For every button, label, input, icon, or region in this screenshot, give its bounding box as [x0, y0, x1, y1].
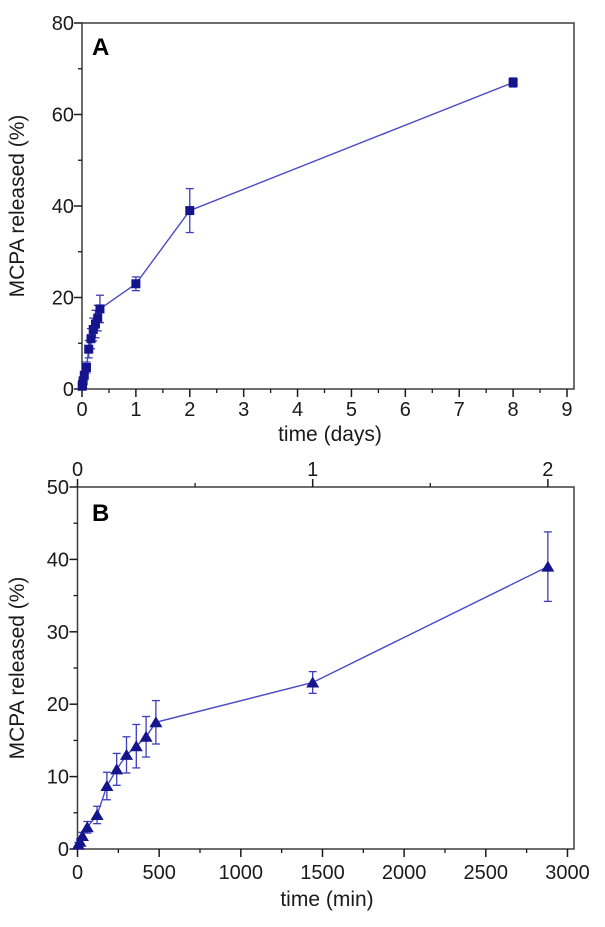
data-point-marker: [93, 313, 103, 323]
panel-b-label: B: [92, 500, 110, 527]
top-axis-tick-label: 0: [72, 459, 83, 481]
y-tick-label: 10: [47, 767, 69, 789]
data-point-marker: [139, 730, 153, 742]
x-tick-label: 9: [561, 399, 572, 421]
series-line: [81, 81, 514, 387]
top-axis-tick-label: 2: [542, 459, 553, 481]
data-point-marker: [79, 370, 89, 380]
x-tick-label: 8: [508, 399, 519, 421]
series-line: [77, 566, 549, 845]
x-tick-label: 2000: [382, 862, 427, 884]
panel-a-x-axis-label: time (days): [278, 423, 382, 446]
plot-frame: [81, 22, 575, 390]
x-tick-label: 2: [184, 399, 195, 421]
data-point-marker: [80, 821, 94, 833]
x-tick-label: 3: [238, 399, 249, 421]
y-tick-label: 50: [47, 477, 69, 499]
data-point-marker: [88, 325, 98, 335]
y-tick-label: 20: [52, 288, 74, 310]
data-point-marker: [306, 676, 320, 688]
y-tick-label: 30: [47, 622, 69, 644]
data-point-marker: [90, 319, 100, 329]
y-tick-label: 80: [52, 13, 74, 35]
x-tick-label: 0: [72, 862, 83, 884]
y-tick-label: 60: [52, 105, 74, 127]
x-tick-label: 500: [142, 862, 175, 884]
x-tick-label: 7: [454, 399, 465, 421]
top-axis-tick-label: 1: [307, 459, 318, 481]
data-point-marker: [508, 77, 518, 87]
x-tick-label: 1000: [219, 862, 264, 884]
data-point-marker: [81, 362, 91, 372]
x-tick-label: 0: [76, 399, 87, 421]
x-tick-label: 6: [400, 399, 411, 421]
panel-a-label: A: [92, 34, 110, 61]
panel-b-y-axis-label: MCPA released (%): [6, 576, 29, 760]
data-point-marker: [84, 344, 94, 354]
data-point-marker: [90, 808, 104, 820]
data-point-marker: [78, 376, 88, 386]
data-point-marker: [73, 835, 87, 847]
x-tick-label: 1500: [300, 862, 345, 884]
x-tick-label: 1: [130, 399, 141, 421]
data-point-marker: [100, 780, 114, 792]
y-tick-label: 0: [58, 839, 69, 861]
data-point-marker: [86, 334, 96, 344]
data-point-marker: [75, 829, 89, 841]
x-tick-label: 5: [346, 399, 357, 421]
x-tick-label: 3000: [545, 862, 590, 884]
data-point-marker: [119, 748, 133, 760]
data-point-marker: [149, 716, 163, 728]
data-point-marker: [129, 740, 143, 752]
data-point-marker: [95, 304, 105, 314]
y-tick-label: 40: [47, 549, 69, 571]
x-tick-label: 4: [292, 399, 303, 421]
y-tick-label: 0: [63, 379, 74, 401]
plot-frame: [76, 486, 575, 850]
x-tick-label: 2500: [464, 862, 509, 884]
data-point-marker: [131, 279, 141, 289]
data-point-marker: [110, 763, 124, 775]
data-point-marker: [185, 206, 195, 216]
panel-b-x-axis-label: time (min): [280, 888, 374, 911]
y-tick-label: 20: [47, 694, 69, 716]
panel-a-chart: 0 1 2 3 4 5 6 7 8 9 0 20 40 60 80: [52, 13, 575, 421]
y-tick-label: 40: [52, 196, 74, 218]
data-point-marker: [541, 560, 555, 572]
panel-a-y-axis-label: MCPA released (%): [6, 114, 29, 298]
